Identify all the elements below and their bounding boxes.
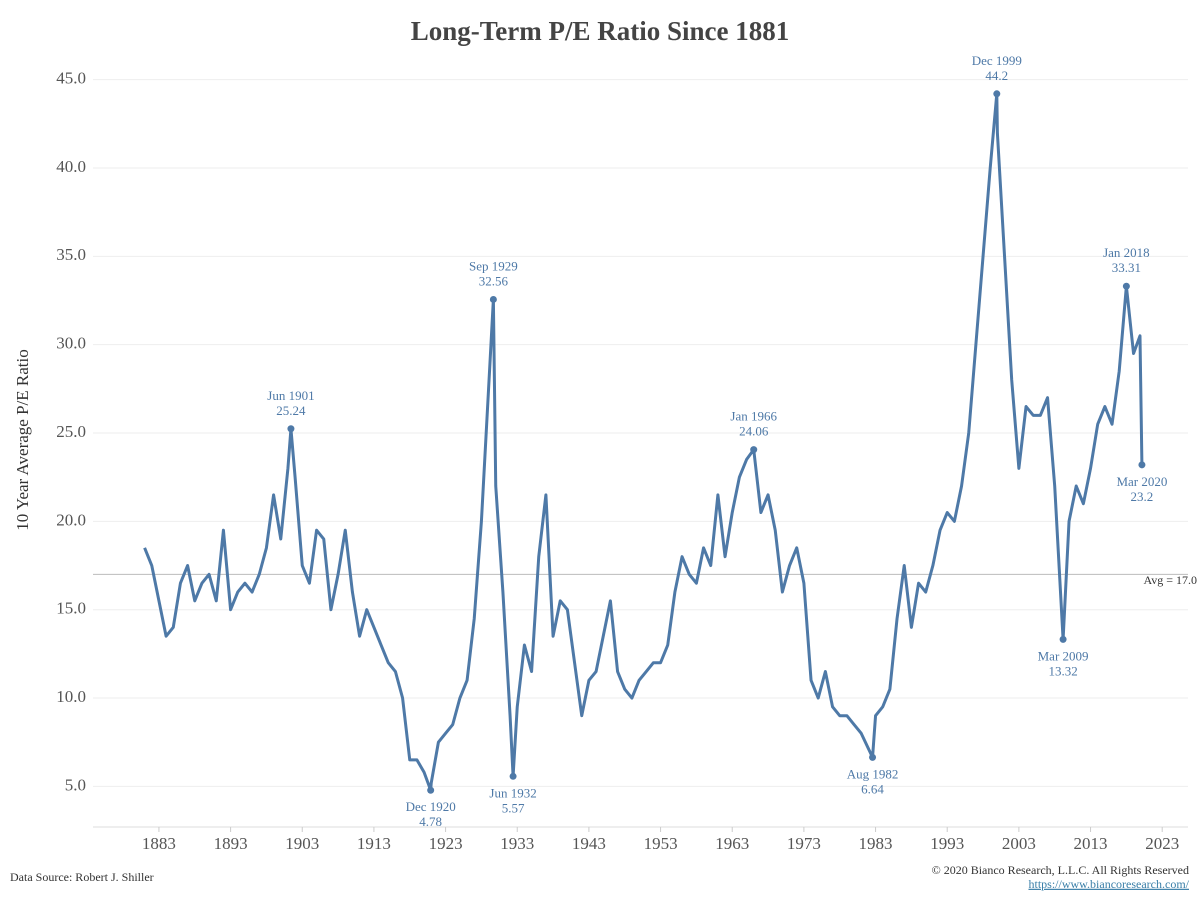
annotation-date: Jan 1966 [730, 409, 777, 424]
x-tick-label: 1943 [572, 834, 606, 853]
x-tick-label: 1983 [859, 834, 893, 853]
annotation-date: Dec 1999 [972, 53, 1022, 68]
x-tick-label: 2013 [1074, 834, 1108, 853]
annotation-date: Jun 1932 [489, 785, 536, 800]
x-tick-label: 1993 [930, 834, 964, 853]
annotation-date: Mar 2009 [1038, 648, 1089, 663]
annotation-value: 24.06 [739, 424, 769, 439]
annotation-value: 4.78 [419, 814, 442, 829]
annotation-date: Jun 1901 [267, 388, 314, 403]
y-tick-label: 5.0 [65, 775, 86, 794]
annotation-dot [427, 786, 435, 794]
y-tick-label: 35.0 [56, 245, 86, 264]
annotation-dot [1138, 461, 1146, 469]
annotation-date: Jan 2018 [1103, 245, 1150, 260]
annotation-value: 23.2 [1131, 489, 1154, 504]
x-tick-label: 1883 [142, 834, 176, 853]
annotation-dot [750, 446, 758, 454]
y-tick-label: 10.0 [56, 687, 86, 706]
annotation-value: 5.57 [502, 800, 525, 815]
x-tick-label: 1973 [787, 834, 821, 853]
series-line [143, 92, 1144, 792]
annotation-value: 13.32 [1048, 663, 1077, 678]
x-tick-label: 1913 [357, 834, 391, 853]
annotation-value: 6.64 [861, 781, 884, 796]
y-tick-label: 25.0 [56, 422, 86, 441]
annotation-dot [489, 295, 497, 303]
annotation-dot [1059, 635, 1067, 643]
x-tick-label: 1933 [500, 834, 534, 853]
annotation-dot [869, 753, 877, 761]
y-tick-label: 30.0 [56, 334, 86, 353]
y-tick-label: 40.0 [56, 157, 86, 176]
annotation-dot [287, 425, 295, 433]
x-tick-label: 1893 [214, 834, 248, 853]
x-tick-label: 1953 [644, 834, 678, 853]
x-tick-label: 1903 [285, 834, 319, 853]
x-tick-label: 1923 [429, 834, 463, 853]
source: Data Source: Robert J. Shiller [10, 870, 154, 884]
annotation-value: 25.24 [276, 403, 306, 418]
url-link[interactable]: https://www.biancoresearch.com/ [1028, 877, 1189, 891]
chart-title: Long-Term P/E Ratio Since 1881 [411, 16, 790, 46]
annotation-date: Aug 1982 [847, 766, 899, 781]
annotation-date: Mar 2020 [1116, 474, 1167, 489]
annotation-dot [1122, 282, 1130, 290]
y-tick-label: 45.0 [56, 69, 86, 88]
annotation-date: Sep 1929 [469, 258, 518, 273]
annotation-date: Dec 1920 [406, 799, 456, 814]
y-tick-label: 20.0 [56, 510, 86, 529]
copyright: © 2020 Bianco Research, L.L.C. All Right… [932, 863, 1189, 877]
y-axis-label: 10 Year Average P/E Ratio [13, 349, 32, 530]
y-tick-label: 15.0 [56, 599, 86, 618]
annotation-value: 33.31 [1112, 260, 1141, 275]
annotation-dot [993, 90, 1001, 98]
annotation-value: 44.2 [985, 68, 1008, 83]
annotation-value: 32.56 [479, 273, 509, 288]
x-tick-label: 1963 [715, 834, 749, 853]
average-label: Avg = 17.0 [1143, 573, 1197, 587]
x-tick-label: 2023 [1145, 834, 1179, 853]
x-tick-label: 2003 [1002, 834, 1036, 853]
annotation-dot [509, 772, 517, 780]
